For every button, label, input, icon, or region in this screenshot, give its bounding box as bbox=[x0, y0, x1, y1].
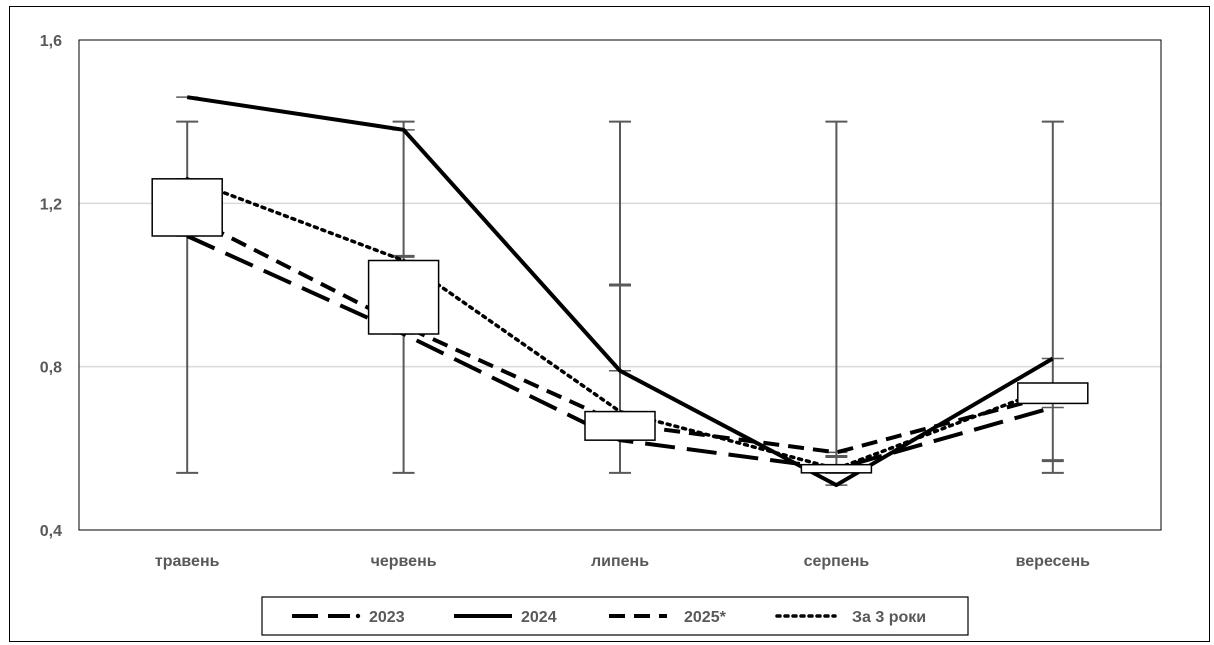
x-axis: травень червень липень серпень вересень bbox=[155, 553, 1090, 570]
chart-frame bbox=[9, 6, 1210, 642]
legend-swatch-dot bbox=[355, 613, 361, 619]
y-tick-label: 1,6 bbox=[40, 33, 62, 50]
legend-label: 2025* bbox=[684, 609, 727, 626]
legend-label: 2024 bbox=[521, 609, 557, 626]
legend-label: За 3 роки bbox=[852, 609, 926, 626]
x-tick-label: травень bbox=[155, 553, 220, 570]
plot-area bbox=[78, 39, 1162, 531]
box bbox=[800, 463, 873, 474]
box bbox=[151, 178, 223, 237]
x-tick-label: серпень bbox=[804, 553, 870, 570]
box bbox=[367, 259, 440, 335]
x-tick-label: липень bbox=[591, 553, 649, 570]
box bbox=[584, 410, 656, 441]
boxes bbox=[151, 178, 1089, 474]
legend-label: 2023 bbox=[369, 609, 405, 626]
y-tick-label: 1,2 bbox=[40, 196, 62, 213]
legend: 2023 2024 2025* За 3 роки bbox=[261, 596, 969, 636]
x-tick-label: червень bbox=[371, 553, 437, 570]
y-tick-label: 0,4 bbox=[40, 523, 62, 540]
box bbox=[1017, 382, 1089, 405]
y-axis: 0,4 0,8 1,2 1,6 bbox=[40, 33, 62, 540]
x-tick-label: вересень bbox=[1016, 553, 1090, 570]
y-tick-label: 0,8 bbox=[40, 360, 62, 377]
